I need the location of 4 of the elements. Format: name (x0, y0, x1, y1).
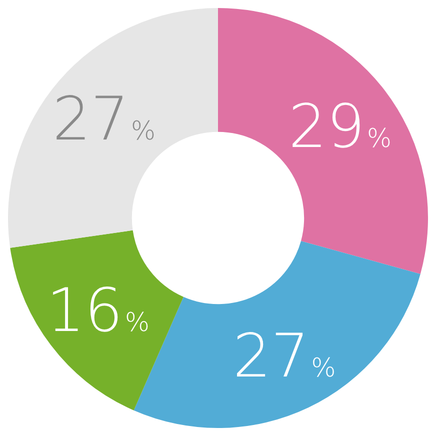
data-label: 27% (52, 84, 156, 154)
data-label: 27% (232, 321, 336, 392)
data-label: 16% (46, 276, 150, 346)
data-label: 29% (288, 92, 392, 162)
